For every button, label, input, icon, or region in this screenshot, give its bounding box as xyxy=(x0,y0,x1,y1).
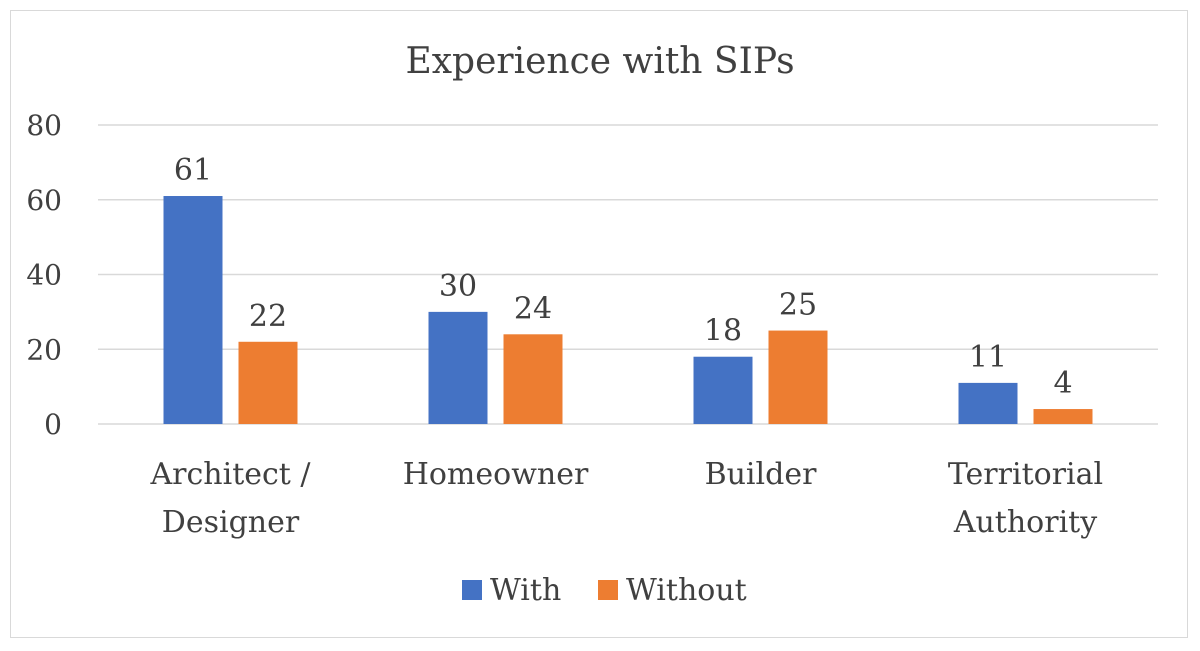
x-category-label: Homeowner xyxy=(403,457,589,492)
x-category-label: Designer xyxy=(162,505,300,540)
y-tick-label: 60 xyxy=(26,184,62,217)
data-label: 4 xyxy=(1053,366,1072,401)
data-label: 18 xyxy=(704,314,742,349)
data-label: 22 xyxy=(249,299,287,334)
data-label: 24 xyxy=(514,291,552,326)
bar-without-0 xyxy=(238,341,298,424)
y-tick-label: 0 xyxy=(44,408,62,441)
y-tick-label: 40 xyxy=(26,259,62,292)
x-category-label: Authority xyxy=(953,505,1097,540)
x-category-label: Builder xyxy=(705,457,818,492)
y-tick-label: 80 xyxy=(26,109,62,142)
legend-label-without: Without xyxy=(626,573,747,608)
x-category-label: Territorial xyxy=(948,457,1103,492)
bar-with-2 xyxy=(693,356,753,424)
bars xyxy=(163,196,1093,424)
y-tick-label: 20 xyxy=(26,333,62,366)
legend-label-with: With xyxy=(490,573,561,608)
data-label: 61 xyxy=(174,153,212,188)
data-labels: 61 22 30 24 18 25 11 4 xyxy=(174,153,1073,401)
bar-without-3 xyxy=(1033,409,1093,424)
bar-without-2 xyxy=(768,330,828,424)
legend: With Without xyxy=(462,573,747,608)
bar-without-1 xyxy=(503,334,563,424)
data-label: 30 xyxy=(439,269,477,304)
legend-swatch-without xyxy=(598,580,618,600)
chart-title: Experience with SIPs xyxy=(405,41,794,82)
x-axis: Architect / Designer Homeowner Builder Terri… xyxy=(149,457,1103,540)
bar-with-0 xyxy=(163,196,223,424)
bar-with-3 xyxy=(958,382,1018,424)
y-axis: 0 20 40 60 80 xyxy=(26,109,62,441)
legend-swatch-with xyxy=(462,580,482,600)
bar-with-1 xyxy=(428,311,488,424)
data-label: 25 xyxy=(779,288,817,323)
data-label: 11 xyxy=(969,340,1007,375)
x-category-label: Architect / xyxy=(149,457,311,492)
